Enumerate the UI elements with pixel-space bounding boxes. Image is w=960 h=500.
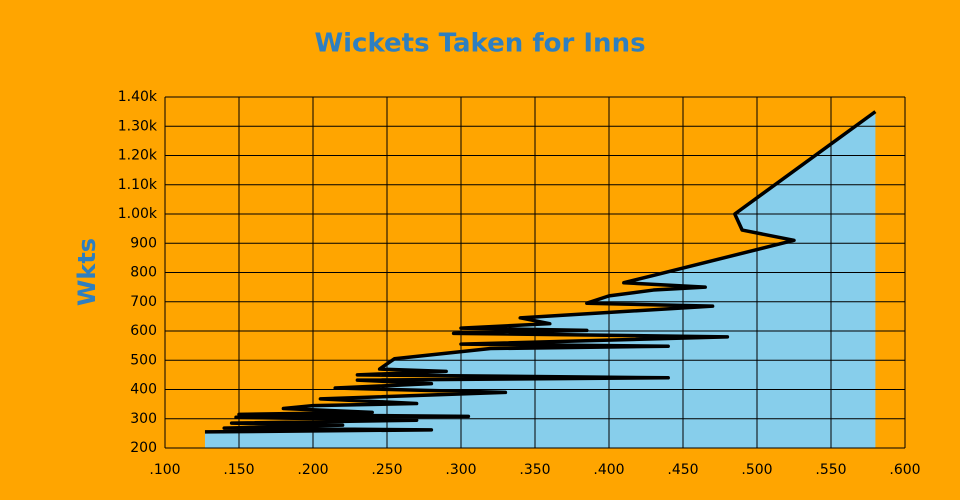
x-tick-label: .350	[519, 462, 550, 478]
y-tick-label: 700	[130, 294, 157, 310]
y-tick-label: 600	[130, 323, 157, 339]
y-tick-label: 200	[130, 440, 157, 456]
y-tick-label: 300	[130, 411, 157, 427]
chart-title: Wickets Taken for Inns	[314, 29, 645, 59]
area-line	[204, 110, 877, 434]
y-tick-label: 1.10k	[118, 177, 158, 193]
x-tick-label: .500	[741, 462, 772, 478]
x-tick-label: .300	[445, 462, 476, 478]
y-tick-label: 500	[130, 352, 157, 368]
x-tick-label: .450	[667, 462, 698, 478]
x-tick-label: .150	[223, 462, 254, 478]
y-tick-label: 1.40k	[118, 89, 158, 105]
x-tick-label: .250	[371, 462, 402, 478]
x-tick-label: .200	[297, 462, 328, 478]
x-tick-label: .100	[149, 462, 180, 478]
area-fill	[204, 111, 876, 448]
y-tick-label: 400	[130, 382, 157, 398]
x-tick-label: .550	[815, 462, 846, 478]
y-tick-label: 900	[130, 235, 157, 251]
y-tick-label: 1.20k	[118, 148, 158, 164]
y-tick-label: 1.00k	[118, 206, 158, 222]
y-tick-label: 1.30k	[118, 118, 158, 134]
y-axis-label: Wkts	[73, 238, 101, 306]
x-tick-label: .600	[889, 462, 920, 478]
y-tick-label: 800	[130, 265, 157, 281]
x-tick-label: .400	[593, 462, 624, 478]
